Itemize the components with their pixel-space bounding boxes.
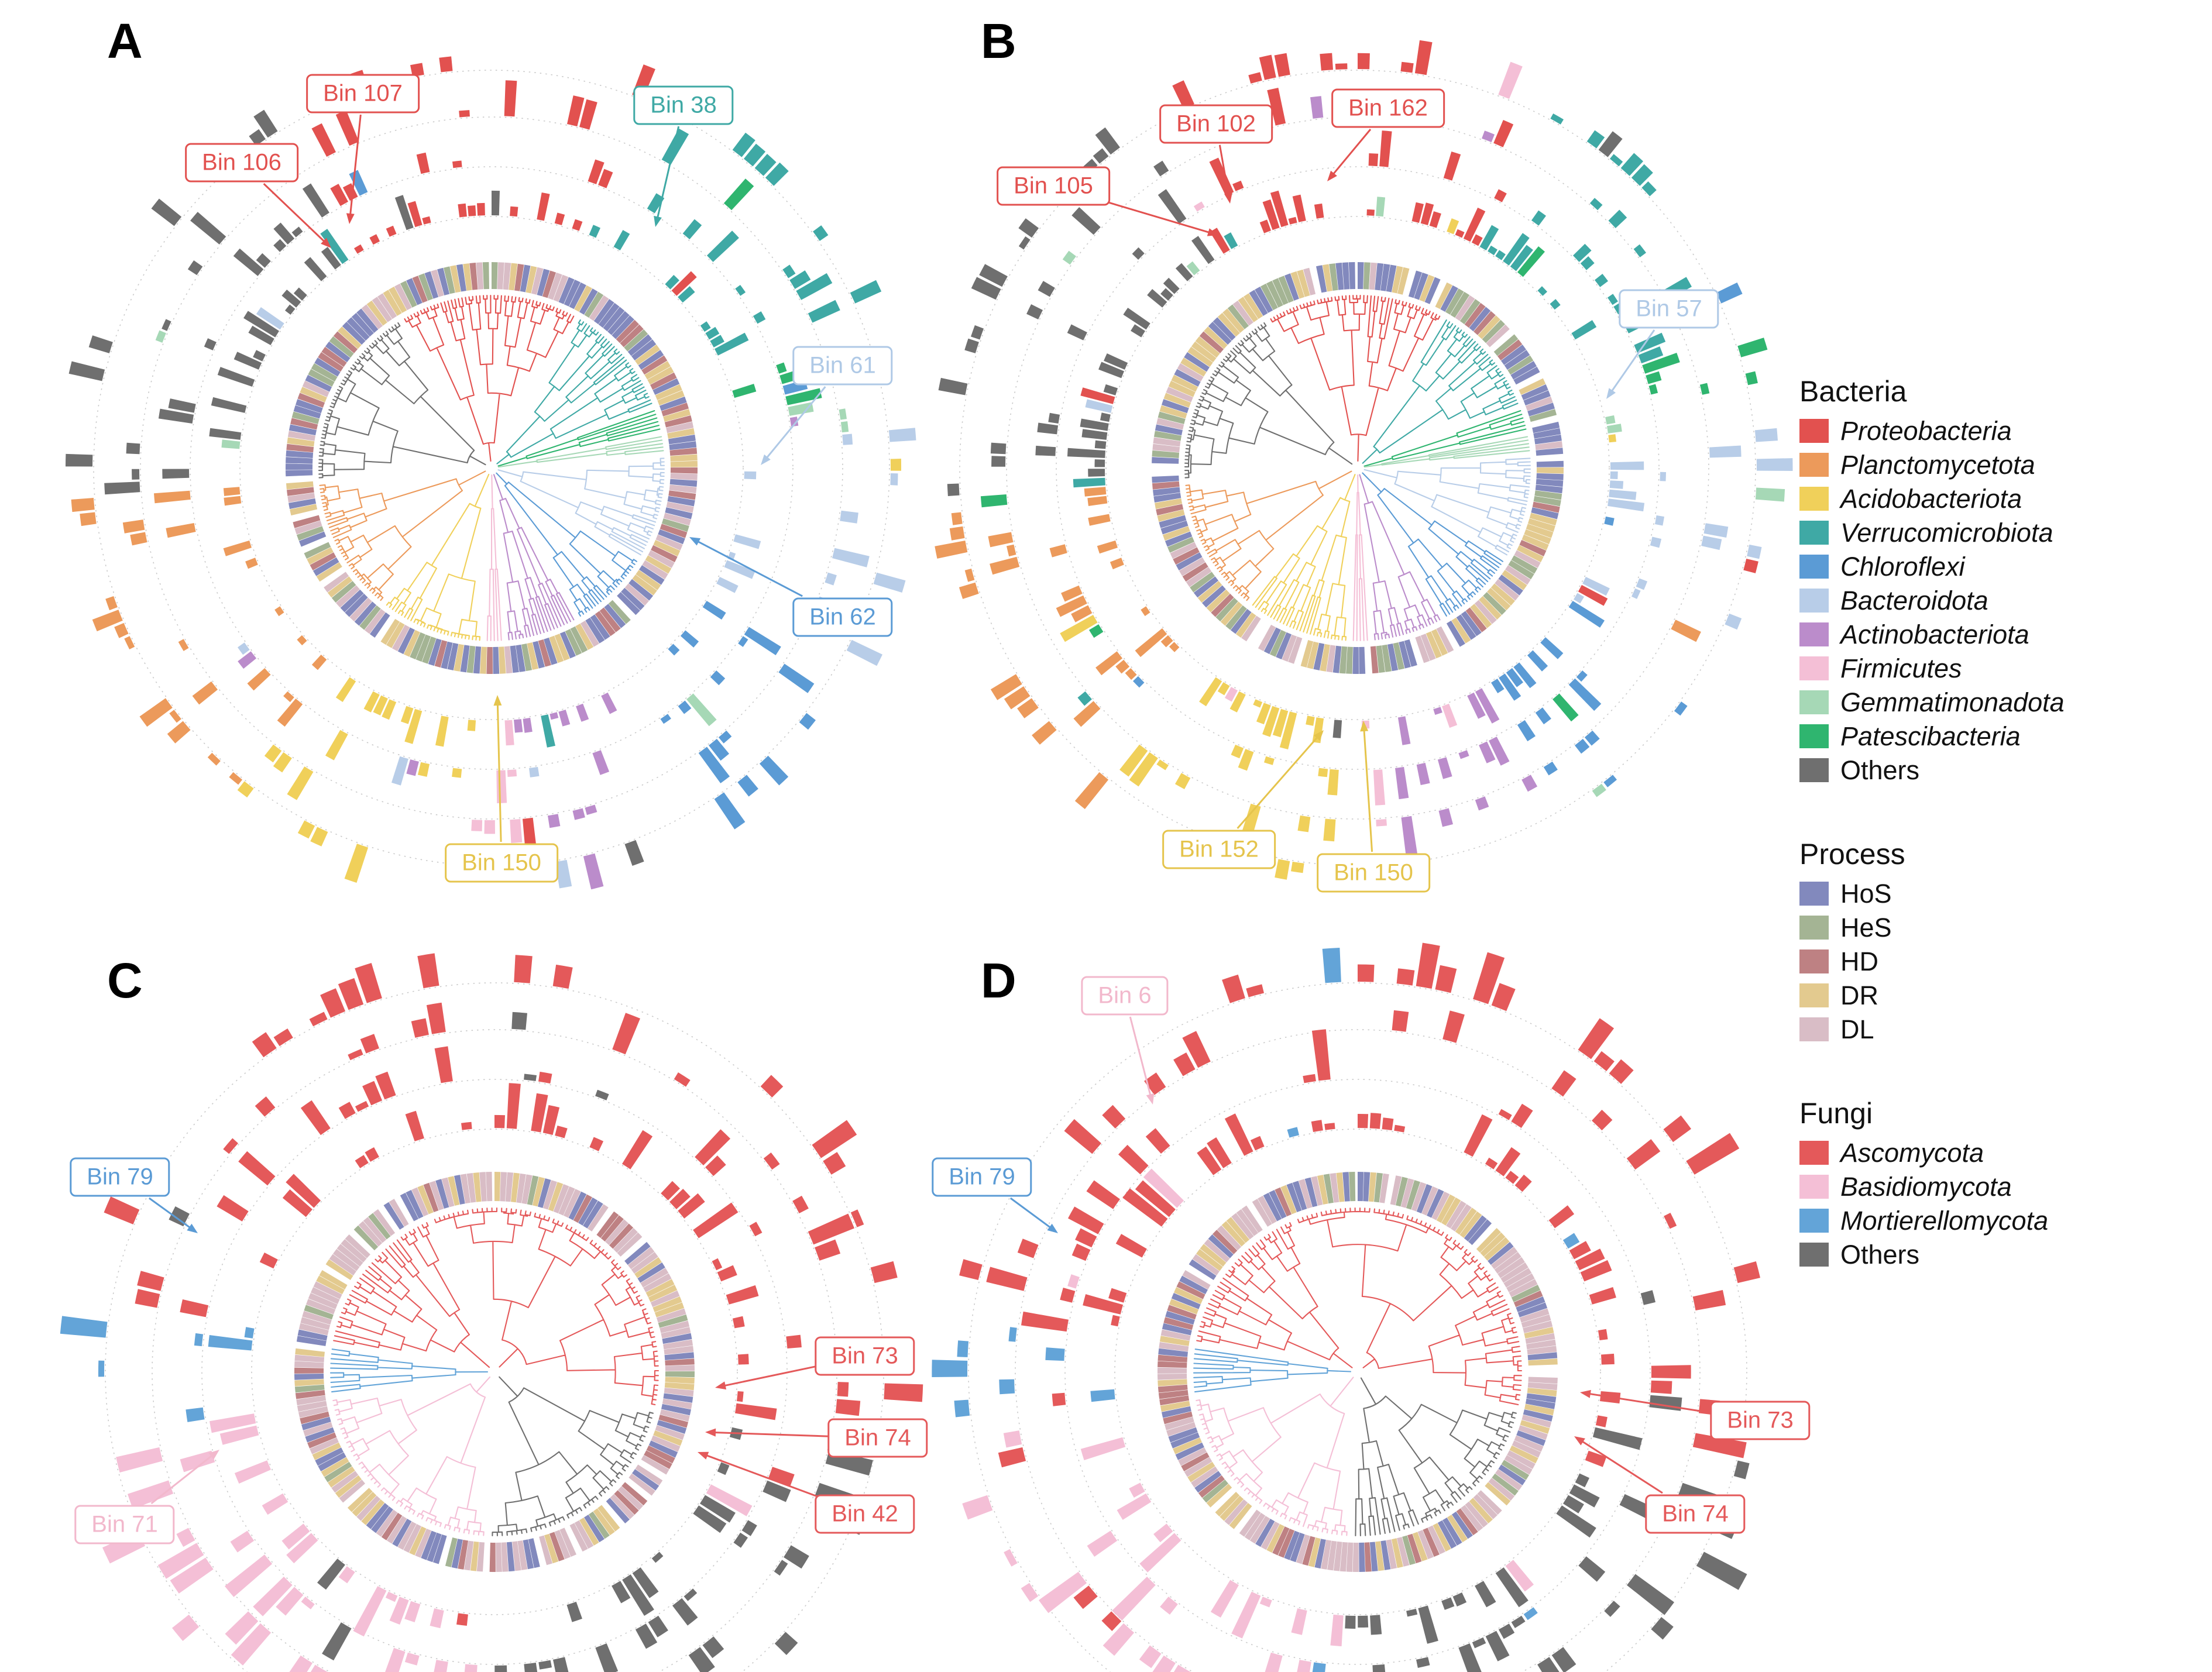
legend-color-swatch — [1799, 949, 1829, 973]
legend-item-acidobacteriota: Acidobacteriota — [1799, 486, 2209, 512]
legend-color-swatch — [1799, 882, 1829, 906]
legend-label: Acidobacteriota — [1840, 484, 2022, 514]
bin-callout-bin-42: Bin 42 — [815, 1494, 915, 1534]
legend-label: HoS — [1840, 879, 1892, 909]
legend-item-ascomycota: Ascomycota — [1799, 1140, 2209, 1166]
legend-label: Chloroflexi — [1840, 552, 1965, 582]
legend-item-mortierellomycota: Mortierellomycota — [1799, 1207, 2209, 1234]
legend-color-swatch — [1799, 690, 1829, 714]
legend-group-bacteria: Bacteria Proteobacteria Planctomycetota Ac… — [1799, 374, 2209, 783]
phylo-tree-panel-a — [66, 56, 916, 890]
bin-callout-bin-57: Bin 57 — [1619, 289, 1719, 329]
legend-color-swatch — [1799, 622, 1829, 646]
legend-item-hd: HD — [1799, 948, 2209, 975]
legend-item-verrucomicrobiota: Verrucomicrobiota — [1799, 520, 2209, 546]
legend-item-firmicutes: Firmicutes — [1799, 655, 2209, 682]
legend-label: Ascomycota — [1840, 1138, 1984, 1168]
bin-callout-bin-102: Bin 102 — [1159, 104, 1273, 144]
legend-item-others: Others — [1799, 1241, 2209, 1268]
legend-label: Others — [1840, 755, 1920, 785]
legend-item-dl: DL — [1799, 1016, 2209, 1043]
legend-label: Firmicutes — [1840, 653, 1962, 683]
bin-callout-bin-74: Bin 74 — [1645, 1494, 1746, 1534]
legend-label: Bacteroidota — [1840, 586, 1988, 615]
bin-callout-bin-74: Bin 74 — [827, 1418, 928, 1458]
bin-callout-bin-71: Bin 71 — [74, 1505, 175, 1544]
panel-label-a: A — [107, 13, 143, 68]
legend-item-gemmatimonadota: Gemmatimonadota — [1799, 689, 2209, 715]
legend-label: Basidiomycota — [1840, 1172, 2012, 1202]
bin-callout-bin-62: Bin 62 — [792, 597, 893, 637]
legend-label: Planctomycetota — [1840, 450, 2035, 480]
bin-callout-bin-107: Bin 107 — [306, 74, 420, 113]
legend-color-swatch — [1799, 487, 1829, 511]
legend-group-fungi: Fungi Ascomycota Basidiomycota Mortierello… — [1799, 1096, 2209, 1268]
legend-color-swatch — [1799, 724, 1829, 748]
bin-callout-bin-105: Bin 105 — [997, 166, 1110, 206]
bin-callout-bin-6: Bin 6 — [1081, 976, 1169, 1016]
legend-label: HD — [1840, 947, 1878, 976]
bin-callout-bin-152: Bin 152 — [1162, 830, 1276, 869]
bin-callout-bin-38: Bin 38 — [633, 85, 734, 125]
bin-callout-bin-162: Bin 162 — [1331, 88, 1445, 128]
legend-items-process: HoS HeS HD DR DL — [1799, 880, 2209, 1043]
legend: Bacteria Proteobacteria Planctomycetota Ac… — [1799, 374, 2209, 1322]
legend-title-bacteria: Bacteria — [1799, 375, 1907, 408]
legend-label: Others — [1840, 1240, 1920, 1270]
bin-callout-bin-79: Bin 79 — [932, 1157, 1032, 1197]
legend-title-fungi: Fungi — [1799, 1097, 1873, 1130]
legend-item-basidiomycota: Basidiomycota — [1799, 1174, 2209, 1200]
legend-color-swatch — [1799, 983, 1829, 1007]
legend-label: Actinobacteriota — [1840, 620, 2029, 649]
legend-item-planctomycetota: Planctomycetota — [1799, 452, 2209, 478]
legend-color-swatch — [1799, 758, 1829, 782]
legend-item-proteobacteria: Proteobacteria — [1799, 418, 2209, 444]
legend-color-swatch — [1799, 453, 1829, 477]
legend-color-swatch — [1799, 1017, 1829, 1041]
legend-color-swatch — [1799, 1243, 1829, 1267]
legend-items-bacteria: Proteobacteria Planctomycetota Acidobacter… — [1799, 418, 2209, 783]
legend-color-swatch — [1799, 1141, 1829, 1165]
legend-label: DR — [1840, 981, 1878, 1010]
bin-callout-bin-150: Bin 150 — [445, 843, 558, 883]
legend-color-swatch — [1799, 521, 1829, 545]
phylo-tree-panel-c — [60, 953, 923, 1672]
panel-label-c: C — [107, 953, 143, 1008]
legend-color-swatch — [1799, 916, 1829, 940]
panel-label-d: D — [981, 953, 1016, 1008]
legend-label: Mortierellomycota — [1840, 1206, 2049, 1236]
bin-callout-bin-73: Bin 73 — [1710, 1401, 1811, 1440]
bin-callout-bin-79: Bin 79 — [70, 1157, 170, 1197]
phylo-tree-panel-d — [932, 942, 1775, 1672]
legend-label: HeS — [1840, 913, 1892, 942]
legend-group-process: Process HoS HeS HD DR DL — [1799, 837, 2209, 1043]
legend-label: Patescibacteria — [1840, 721, 2021, 751]
legend-item-dr: DR — [1799, 982, 2209, 1009]
legend-color-swatch — [1799, 589, 1829, 613]
legend-color-swatch — [1799, 555, 1829, 579]
legend-title-process: Process — [1799, 838, 1905, 871]
legend-item-hes: HeS — [1799, 914, 2209, 941]
bin-callout-bin-150: Bin 150 — [1317, 853, 1430, 893]
legend-color-swatch — [1799, 1175, 1829, 1199]
legend-item-patescibacteria: Patescibacteria — [1799, 723, 2209, 749]
legend-label: Proteobacteria — [1840, 416, 2012, 446]
legend-color-swatch — [1799, 1209, 1829, 1233]
bin-callout-bin-106: Bin 106 — [185, 143, 298, 183]
legend-item-chloroflexi: Chloroflexi — [1799, 553, 2209, 580]
legend-color-swatch — [1799, 656, 1829, 680]
bin-callout-bin-73: Bin 73 — [815, 1336, 915, 1376]
legend-label: Gemmatimonadota — [1840, 687, 2065, 717]
phylo-tree-panel-b — [935, 40, 1793, 880]
legend-item-others: Others — [1799, 757, 2209, 783]
legend-item-bacteroidota: Bacteroidota — [1799, 587, 2209, 614]
legend-label: DL — [1840, 1014, 1874, 1044]
legend-label: Verrucomicrobiota — [1840, 518, 2053, 548]
legend-items-fungi: Ascomycota Basidiomycota Mortierellomycota… — [1799, 1140, 2209, 1268]
legend-item-actinobacteriota: Actinobacteriota — [1799, 621, 2209, 648]
legend-color-swatch — [1799, 419, 1829, 443]
panel-label-b: B — [981, 13, 1016, 68]
bin-callout-bin-61: Bin 61 — [792, 346, 893, 386]
legend-item-hos: HoS — [1799, 880, 2209, 907]
